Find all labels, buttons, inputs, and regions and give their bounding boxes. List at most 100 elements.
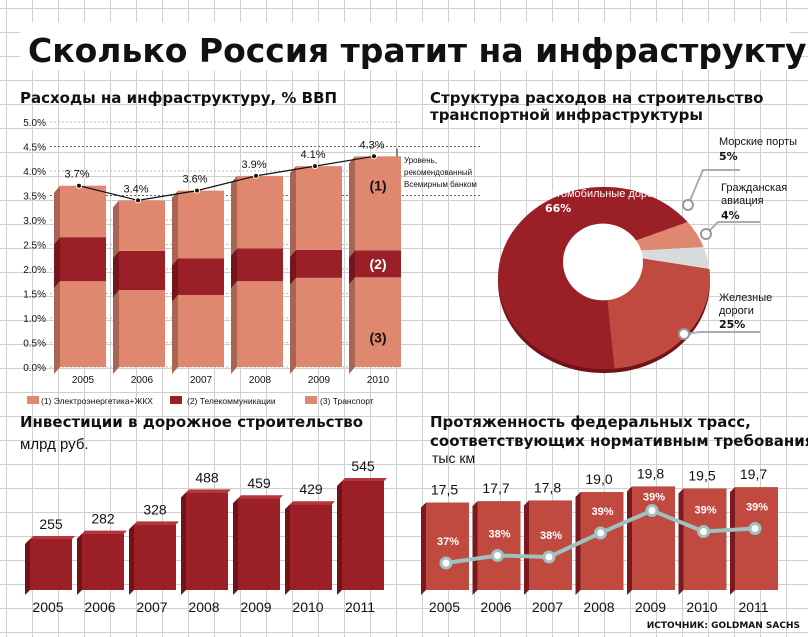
road-bar (735, 487, 778, 590)
x-tick-label: 2006 (84, 599, 115, 615)
main-title: Сколько Россия тратит на инфраструктуру (28, 31, 808, 70)
bar-segment (60, 237, 106, 282)
investment-bar (342, 481, 384, 590)
y-tick-label: 0.0% (23, 363, 46, 374)
bar-top (30, 536, 75, 539)
bar-top (342, 478, 387, 481)
bar-segment (355, 156, 401, 251)
y-tick-label: 4.0% (23, 167, 46, 178)
bar-value-label: 19,5 (688, 468, 715, 484)
bar-side (113, 250, 119, 298)
total-label: 3.4% (123, 183, 148, 195)
chart4-title-line2: соответствующих нормативным требованиям (430, 432, 808, 450)
x-tick-label: 2011 (738, 599, 768, 615)
bar-side (678, 488, 684, 595)
bar-segment (237, 281, 283, 367)
bar-side (290, 166, 296, 257)
bar-side (290, 249, 296, 285)
y-tick-label: 1.0% (23, 314, 46, 325)
x-tick-label: 2010 (367, 375, 390, 386)
bar-side (472, 501, 478, 595)
y-tick-label: 3.0% (23, 216, 46, 227)
callout-dot (700, 228, 712, 240)
legend-swatch-transport (305, 396, 317, 404)
donut-slice (634, 221, 704, 251)
share-label: 38% (540, 530, 562, 542)
x-tick-label: 2007 (190, 375, 213, 386)
chart3-title: Инвестиции в дорожное строительство (20, 413, 363, 431)
bar-segment (178, 258, 224, 295)
bar-side (54, 237, 60, 289)
total-point (76, 182, 82, 189)
bar-side (172, 258, 178, 302)
chart3-unit: млрд руб. (20, 436, 89, 453)
callout-line (687, 169, 740, 206)
bar-side (285, 504, 290, 595)
road-bar (426, 502, 469, 590)
bar-side (290, 277, 296, 374)
investment-bar (82, 533, 124, 590)
segment-label: (2) (369, 256, 386, 272)
reference-note-line1: Уровень, (404, 156, 437, 165)
investment-bar (134, 524, 176, 590)
pie-value-ports: 5% (719, 150, 738, 163)
x-tick-label: 2008 (188, 599, 219, 615)
bar-top (290, 501, 335, 505)
donut-slice (640, 246, 710, 270)
road-bar (632, 486, 675, 590)
total-point (194, 187, 200, 194)
x-tick-label: 2005 (32, 599, 63, 615)
total-label: 4.1% (300, 149, 325, 161)
share-point (594, 526, 607, 540)
pie-label-ports: Морские порты (719, 136, 797, 148)
pie-label-rail-2: дороги (719, 305, 754, 317)
x-tick-label: 2005 (72, 375, 95, 386)
bar-side (113, 200, 119, 258)
bar-side (172, 190, 178, 266)
share-point (542, 550, 556, 564)
legend-telecom: (2) Телекоммуникации (187, 396, 276, 406)
bar-value-label: 545 (351, 458, 375, 474)
bar-value-label: 17,7 (482, 480, 509, 496)
bar-side (54, 185, 60, 245)
share-point (697, 525, 710, 538)
x-tick-label: 2009 (240, 599, 271, 615)
bar-side (349, 250, 355, 285)
bar-value-label: 488 (195, 469, 219, 485)
bar-side (337, 481, 342, 595)
total-label: 3.6% (182, 174, 207, 186)
investment-bar (290, 504, 332, 590)
x-tick-label: 2009 (308, 375, 331, 386)
y-tick-label: 2.5% (23, 241, 46, 252)
bar-segment (119, 250, 165, 291)
x-tick-label: 2008 (249, 375, 272, 386)
bar-segment (60, 185, 106, 238)
share-label: 39% (643, 492, 665, 504)
bar-side (349, 156, 355, 258)
share-label: 38% (488, 529, 510, 541)
bar-segment (296, 166, 342, 250)
bar-segment (178, 190, 224, 259)
callout-dot (682, 199, 694, 211)
bar-segment (60, 281, 106, 367)
bar-segment (296, 277, 342, 367)
bar-side (524, 500, 529, 595)
y-tick-label: 2.0% (23, 265, 46, 276)
bar-side (172, 294, 178, 374)
bar-value-label: 19,8 (637, 465, 664, 481)
investment-bar (186, 492, 228, 590)
share-point (439, 556, 453, 570)
segment-label: (1) (369, 178, 386, 194)
pie-value-rail: 25% (719, 318, 745, 331)
pie-value-aviation: 4% (721, 209, 740, 222)
total-label: 3.7% (64, 169, 89, 181)
pie-value-auto: 66% (545, 202, 571, 215)
legend-swatch-energy (27, 396, 39, 404)
y-tick-label: 4.5% (23, 143, 46, 154)
bar-value-label: 328 (143, 501, 167, 517)
donut-slice (497, 186, 688, 370)
investment-bar (238, 498, 280, 590)
pie-label-rail-1: Железные (719, 292, 772, 304)
bar-value-label: 19,7 (740, 466, 767, 482)
